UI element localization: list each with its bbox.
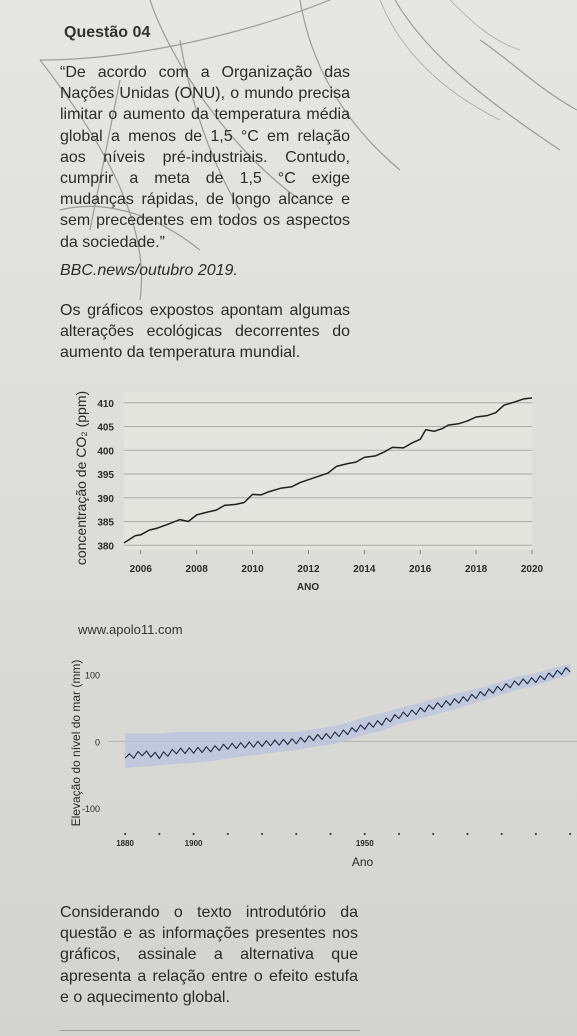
x-tick-dot xyxy=(260,832,264,836)
intro-quote: “De acordo com a Organização das Nações … xyxy=(60,64,350,251)
x-tick-dot xyxy=(158,832,161,836)
x-tick-dot xyxy=(329,832,332,836)
y-tick-label: 390 xyxy=(97,494,114,505)
y-tick-label: 395 xyxy=(97,470,114,481)
y-tick-label: 100 xyxy=(85,671,100,681)
x-tick-dot xyxy=(192,832,195,836)
divider xyxy=(60,1030,360,1031)
x-axis-label: ANO xyxy=(297,582,319,593)
plot-area xyxy=(124,392,532,550)
y-axis-label: Elevação do nível do mar (mm) xyxy=(69,660,83,827)
y-tick-label: 0 xyxy=(95,737,100,747)
x-tick-label: 2020 xyxy=(521,564,544,575)
x-tick-dot xyxy=(569,832,572,836)
y-axis-label: concentração de CO₂ (ppm) xyxy=(73,391,89,565)
question-title: Questão 04 xyxy=(64,24,151,41)
x-tick-dot xyxy=(226,832,229,836)
quote-source: BBC.news/outubro 2019. xyxy=(60,262,238,279)
y-tick-label: 405 xyxy=(97,423,114,434)
sea-level-series-line xyxy=(124,667,571,760)
x-tick-label: 2006 xyxy=(130,564,153,575)
x-tick-label: 2018 xyxy=(465,564,488,575)
co2-series-line xyxy=(123,397,533,544)
x-tick-dot xyxy=(534,832,538,836)
x-axis-label: Ano xyxy=(352,855,374,869)
y-tick-label: 380 xyxy=(97,541,114,552)
x-tick-dot xyxy=(466,832,469,836)
y-tick-label: 410 xyxy=(97,399,114,410)
y-tick-label: -100 xyxy=(82,804,100,814)
x-tick-label: 2014 xyxy=(353,564,376,575)
y-tick-label: 400 xyxy=(97,446,114,457)
source-website: www.apolo11.com xyxy=(78,622,183,637)
x-tick-dot xyxy=(124,832,127,836)
x-tick-dot xyxy=(295,832,298,836)
x-tick-label: 1880 xyxy=(116,839,134,848)
charts-intro-paragraph: Os gráficos expostos apontam algumas alt… xyxy=(60,302,350,362)
x-tick-label: 2010 xyxy=(241,564,264,575)
sea-level-chart: 100 0 -100 1880 1900 1950 Ano Elevação do nível… xyxy=(69,660,577,869)
x-tick-label: 2008 xyxy=(186,564,209,575)
co2-concentration-chart: 380 385 390 395 400 405 410 2006 2008 2010 2012 201… xyxy=(73,391,544,593)
x-tick-dot xyxy=(432,832,435,836)
question-prompt: Considerando o texto introdutório da que… xyxy=(60,904,358,1006)
x-tick-dot xyxy=(397,832,401,836)
uncertainty-band xyxy=(125,664,571,768)
x-tick-label: 2012 xyxy=(297,564,320,575)
x-tick-label: 2016 xyxy=(409,564,432,575)
x-tick-label: 1950 xyxy=(356,839,374,848)
y-tick-label: 385 xyxy=(97,518,114,529)
x-tick-dot xyxy=(500,832,503,836)
x-tick-label: 1900 xyxy=(185,839,203,848)
x-tick-dot xyxy=(363,832,366,836)
